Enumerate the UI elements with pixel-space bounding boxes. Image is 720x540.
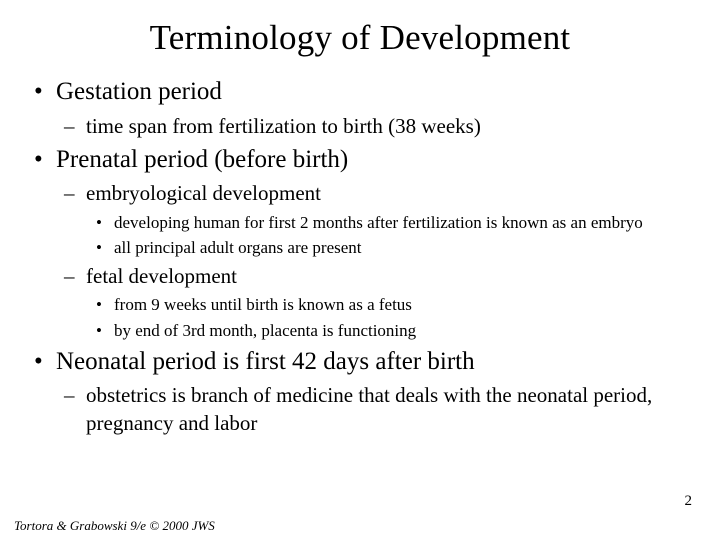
sublist: from 9 weeks until birth is known as a f…: [86, 294, 692, 342]
bullet-lvl1: Gestation period time span from fertiliz…: [28, 76, 692, 140]
bullet-text: developing human for first 2 months afte…: [114, 213, 643, 232]
sublist: developing human for first 2 months afte…: [86, 212, 692, 260]
slide-title: Terminology of Development: [28, 18, 692, 58]
bullet-list: Gestation period time span from fertiliz…: [28, 76, 692, 437]
bullet-lvl3: from 9 weeks until birth is known as a f…: [86, 294, 692, 316]
page-number: 2: [685, 493, 693, 510]
bullet-lvl2: fetal development from 9 weeks until bir…: [56, 263, 692, 342]
bullet-text: by end of 3rd month, placenta is functio…: [114, 321, 416, 340]
bullet-lvl2: obstetrics is branch of medicine that de…: [56, 382, 692, 437]
bullet-lvl2: time span from fertilization to birth (3…: [56, 113, 692, 140]
bullet-text: fetal development: [86, 264, 237, 288]
bullet-text: obstetrics is branch of medicine that de…: [86, 383, 652, 434]
sublist: time span from fertilization to birth (3…: [56, 113, 692, 140]
bullet-lvl3: all principal adult organs are present: [86, 237, 692, 259]
sublist: embryological development developing hum…: [56, 180, 692, 342]
bullet-lvl1: Neonatal period is first 42 days after b…: [28, 346, 692, 437]
bullet-lvl3: by end of 3rd month, placenta is functio…: [86, 320, 692, 342]
bullet-text: embryological development: [86, 181, 321, 205]
bullet-text: time span from fertilization to birth (3…: [86, 114, 481, 138]
bullet-text: Neonatal period is first 42 days after b…: [56, 348, 475, 375]
slide-container: Terminology of Development Gestation per…: [0, 0, 720, 540]
bullet-text: from 9 weeks until birth is known as a f…: [114, 295, 412, 314]
bullet-text: Gestation period: [56, 78, 222, 105]
bullet-lvl1: Prenatal period (before birth) embryolog…: [28, 144, 692, 342]
bullet-lvl2: embryological development developing hum…: [56, 180, 692, 259]
bullet-lvl3: developing human for first 2 months afte…: [86, 212, 692, 234]
footer-text: Tortora & Grabowski 9/e © 2000 JWS: [14, 518, 215, 534]
bullet-text: all principal adult organs are present: [114, 238, 362, 257]
bullet-text: Prenatal period (before birth): [56, 146, 348, 173]
sublist: obstetrics is branch of medicine that de…: [56, 382, 692, 437]
